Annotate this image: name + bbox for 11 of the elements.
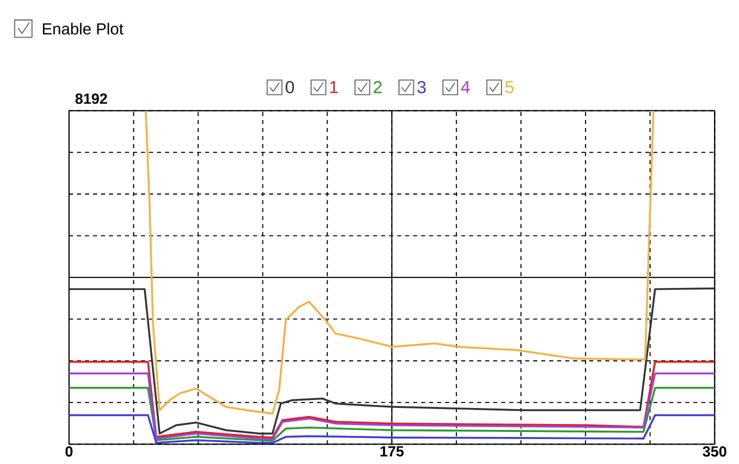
text: 8192 [75, 93, 108, 104]
x-tick-label: 175 [380, 446, 404, 456]
text: 2 [374, 80, 382, 94]
text: 1 [330, 80, 338, 93]
text: 4 [461, 80, 470, 93]
text: Enable Plot [42, 22, 124, 34]
x-tick-label: 350 [702, 446, 726, 457]
text: 3 [417, 80, 426, 94]
x-tick-label: 0 [66, 446, 73, 457]
text: 5 [505, 80, 514, 94]
text: 0 [286, 80, 294, 94]
